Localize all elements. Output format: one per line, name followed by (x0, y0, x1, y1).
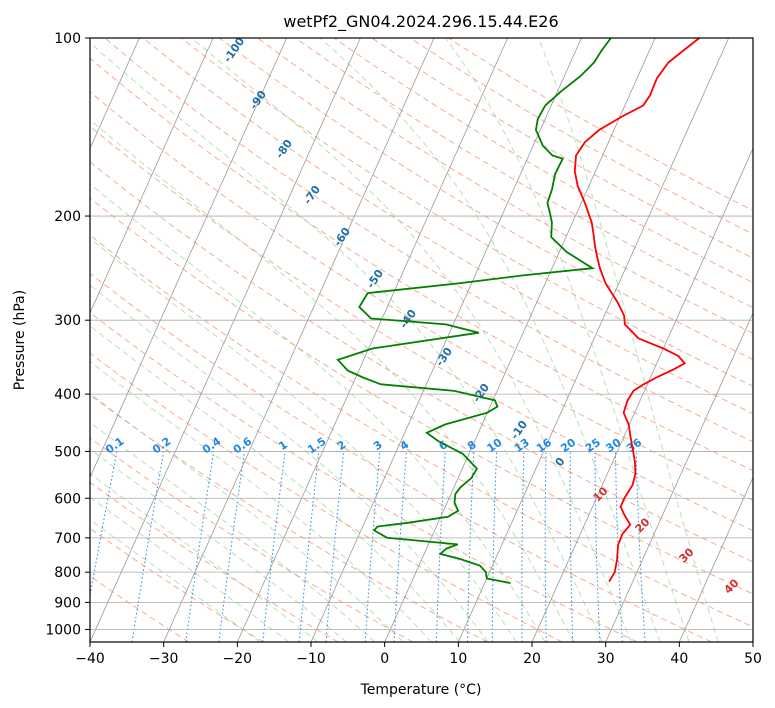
isotherm-line (605, 311, 753, 642)
x-axis-label: Temperature (°C) (360, 682, 482, 698)
dry-adiabat-line (90, 57, 753, 472)
isotherm-line (752, 641, 753, 642)
isotherm-line (310, 38, 582, 642)
x-tick-label: −10 (296, 651, 326, 667)
y-axis-label: Pressure (hPa) (12, 290, 28, 390)
dry-adiabat-line (90, 481, 339, 642)
y-tick-label: 700 (54, 531, 81, 547)
y-tick-label: 200 (54, 209, 81, 225)
moist-adiabat-line (445, 38, 690, 642)
y-axis-ticks: 1000 900 800 700 600 500 400 300 200 100 (45, 31, 90, 638)
moist-adiabat-line (90, 519, 261, 642)
chart-title: wetPf2_GN04.2024.296.15.44.E26 (283, 12, 558, 32)
dewpoint-profile-line (336, 38, 612, 584)
dry-adiabat-line (219, 38, 753, 360)
plot-background (90, 38, 753, 642)
dry-adiabat-line (90, 234, 753, 628)
isotherm-line (90, 38, 214, 314)
moist-adiabat-line (90, 473, 319, 642)
y-tick-label: 100 (54, 31, 81, 47)
moist-adiabat-line (90, 325, 461, 642)
moist-adiabat-line (90, 421, 376, 642)
x-tick-label: 20 (523, 651, 541, 667)
isotherm-line (0, 38, 66, 642)
mixing-ratio-line (298, 451, 320, 642)
moist-adiabat-line (90, 496, 290, 642)
moist-adiabats (90, 38, 719, 642)
moist-adiabat-line (537, 38, 719, 642)
dry-adiabat-line (257, 38, 753, 334)
x-tick-label: 10 (449, 651, 467, 667)
dry-adiabat-line (90, 312, 638, 642)
moist-adiabat-line (90, 183, 546, 642)
y-tick-label: 900 (54, 595, 81, 611)
moist-adiabat-line (90, 42, 603, 642)
y-tick-label: 400 (54, 387, 81, 403)
moist-adiabat-line (90, 237, 517, 642)
x-tick-label: −40 (75, 651, 105, 667)
moist-adiabat-line (90, 360, 432, 642)
skewed-isotherms (0, 38, 753, 642)
dry-adiabat-line (90, 272, 712, 642)
y-tick-label: 800 (54, 565, 81, 581)
x-tick-label: −30 (149, 651, 179, 667)
isotherm-line (531, 147, 753, 642)
moist-adiabat-line (90, 284, 489, 642)
isotherm-line (90, 38, 361, 642)
y-tick-label: 1000 (45, 622, 81, 638)
moist-adiabat-line (90, 392, 404, 642)
y-tick-label: 300 (54, 313, 81, 329)
isotherm-line (90, 38, 140, 150)
y-tick-label: 600 (54, 491, 81, 507)
isotherm-line (236, 38, 509, 642)
x-tick-label: 0 (380, 651, 389, 667)
x-tick-label: 50 (744, 651, 762, 667)
mixing-ratio-line (262, 451, 286, 642)
mixing-ratio-line (185, 451, 215, 642)
isobar-gridlines (90, 38, 753, 630)
isotherm-line (163, 38, 435, 642)
moist-adiabat-line (90, 119, 575, 642)
dry-adiabat-line (90, 197, 753, 595)
mixing-ratio-line (218, 451, 245, 642)
dry-adiabat-line (90, 352, 563, 642)
sounding-profiles (336, 38, 700, 584)
y-tick-label: 500 (54, 444, 81, 460)
moist-adiabat-line (319, 38, 661, 642)
x-tick-label: 30 (597, 651, 615, 667)
dry-adiabat-line (90, 91, 753, 501)
x-axis-ticks: −40 −30 −20 −10 0 10 20 30 40 50 (75, 642, 762, 667)
isotherm-line (90, 38, 288, 479)
moist-adiabat-line (190, 38, 632, 642)
isotherm-line (678, 476, 753, 642)
dry-adiabat-line (90, 437, 414, 642)
dry-adiabat-line (104, 38, 753, 443)
dry-adiabat-line (90, 125, 753, 532)
temperature-profile-line (573, 38, 700, 583)
x-tick-label: 40 (670, 651, 688, 667)
plot-frame (89, 37, 754, 643)
x-tick-label: −20 (223, 651, 253, 667)
isotherm-line (457, 38, 730, 642)
